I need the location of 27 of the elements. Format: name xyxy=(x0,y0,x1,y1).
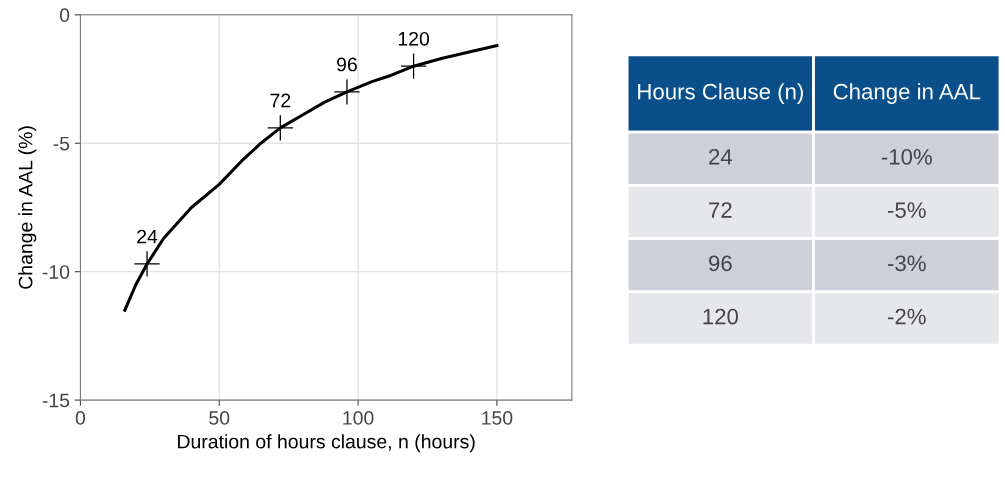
text: 72 xyxy=(709,202,732,218)
y-tick-label: 0 xyxy=(59,8,70,23)
annotation: 24 xyxy=(137,229,158,244)
x-tick-label: 150 xyxy=(482,411,513,425)
text: 24 xyxy=(709,149,733,165)
y-tick-label: -15 xyxy=(42,393,70,408)
point xyxy=(334,79,360,105)
x-tick-label: 100 xyxy=(343,411,374,425)
category-label: Hours Clause (n) xyxy=(638,83,803,104)
point xyxy=(134,251,160,277)
x-axis-title: Duration of hours clause, n (hours) xyxy=(178,434,475,453)
annotation: 72 xyxy=(270,93,291,108)
category-label: Change in AAL xyxy=(833,83,981,104)
text: -10% xyxy=(881,149,932,165)
text: -2% xyxy=(887,308,926,325)
annotation: 120 xyxy=(398,31,430,46)
annotation: 96 xyxy=(337,57,357,72)
line-series xyxy=(123,44,499,312)
x-tick-label: 50 xyxy=(209,411,230,425)
y-tick-label: -5 xyxy=(53,136,70,151)
text: -5% xyxy=(887,202,926,218)
y-axis-title: Change in AAL (%) xyxy=(18,126,37,289)
text: 96 xyxy=(709,255,732,272)
text: 120 xyxy=(703,308,738,325)
x-tick-label: 0 xyxy=(75,411,86,425)
y-tick-label: -10 xyxy=(42,265,70,279)
text: -3% xyxy=(887,255,926,272)
